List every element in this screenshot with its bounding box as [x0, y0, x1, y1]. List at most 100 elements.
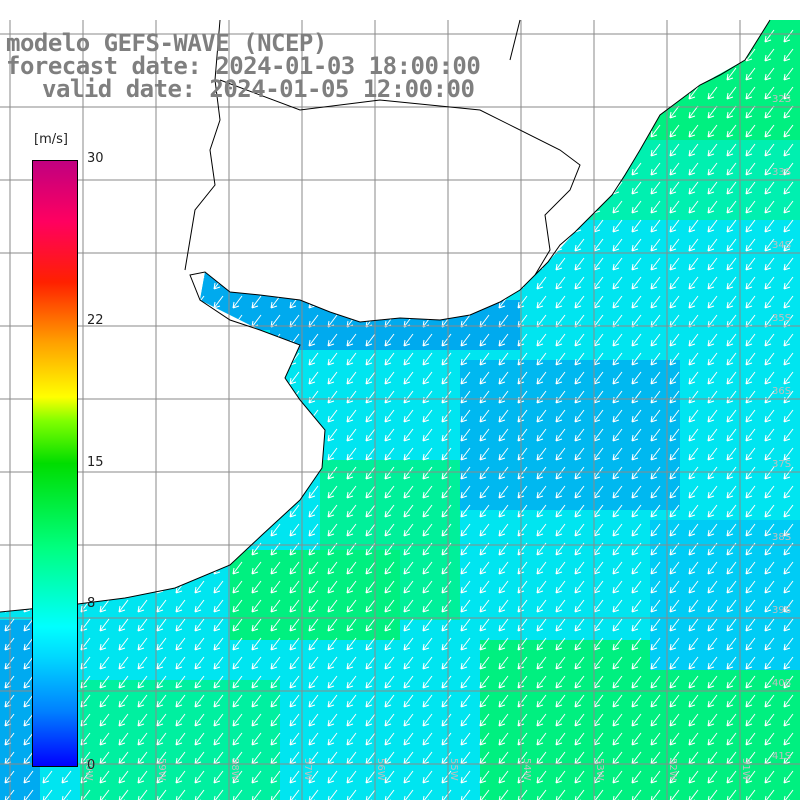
wind-arrow — [498, 390, 509, 404]
wind-arrow — [688, 599, 699, 613]
wind-arrow — [745, 789, 756, 800]
wind-arrow — [498, 333, 509, 347]
wind-arrow — [536, 713, 547, 727]
wind-arrow — [479, 599, 490, 613]
wind-arrow — [327, 466, 338, 480]
lat-label: 38S — [772, 532, 791, 543]
wind-arrow — [688, 181, 699, 195]
wind-arrow — [688, 276, 699, 290]
wind-arrow — [612, 447, 623, 461]
wind-arrow — [650, 219, 661, 233]
wind-arrow — [308, 770, 319, 784]
wind-arrow — [536, 428, 547, 442]
wind-arrow — [384, 637, 395, 651]
wind-arrow — [460, 770, 471, 784]
wind-arrow — [498, 580, 509, 594]
wind-arrow — [555, 675, 566, 689]
wind-arrow — [726, 162, 737, 176]
wind-arrow — [764, 390, 775, 404]
wind-arrow — [327, 713, 338, 727]
wind-arrow — [118, 637, 129, 651]
wind-arrow — [669, 238, 680, 252]
wind-arrow — [270, 618, 281, 632]
wind-arrow — [574, 485, 585, 499]
wind-arrow — [764, 675, 775, 689]
wind-arrow — [422, 523, 433, 537]
wind-arrow — [403, 371, 414, 385]
wind-arrow — [555, 485, 566, 499]
wind-arrow — [669, 504, 680, 518]
wind-arrow — [764, 143, 775, 157]
wind-arrow — [460, 656, 471, 670]
wind-arrow — [327, 447, 338, 461]
wind-arrow — [251, 599, 262, 613]
wind-arrow — [707, 523, 718, 537]
colorbar-tick-0: 0 — [87, 758, 96, 773]
wind-arrow — [783, 770, 794, 784]
wind-arrow — [346, 371, 357, 385]
wind-arrow — [612, 694, 623, 708]
wind-arrow — [498, 732, 509, 746]
wind-arrow — [289, 561, 300, 575]
wind-arrow — [707, 485, 718, 499]
lon-label: 59W — [156, 758, 167, 781]
wind-arrow — [365, 789, 376, 800]
wind-arrow — [441, 523, 452, 537]
wind-arrow — [688, 713, 699, 727]
wind-arrow — [669, 371, 680, 385]
wind-arrow — [726, 694, 737, 708]
wind-arrow — [555, 276, 566, 290]
wind-arrow — [688, 162, 699, 176]
wind-arrow — [137, 770, 148, 784]
wind-arrow — [707, 200, 718, 214]
wind-arrow — [289, 656, 300, 670]
wind-arrow — [194, 637, 205, 651]
wind-arrow — [479, 561, 490, 575]
wind-arrow — [631, 352, 642, 366]
wind-arrow — [441, 789, 452, 800]
wind-arrow — [783, 523, 794, 537]
wind-arrow — [536, 618, 547, 632]
wind-arrow — [422, 770, 433, 784]
wind-arrow — [574, 276, 585, 290]
wind-arrow — [384, 656, 395, 670]
wind-arrow — [365, 599, 376, 613]
wind-arrow — [403, 523, 414, 537]
wind-arrow — [650, 371, 661, 385]
wind-arrow — [422, 352, 433, 366]
wind-arrow — [403, 561, 414, 575]
wind-arrow — [631, 295, 642, 309]
wind-arrow — [612, 257, 623, 271]
wind-arrow — [403, 637, 414, 651]
wind-arrow — [745, 675, 756, 689]
wind-arrow — [669, 257, 680, 271]
wind-arrow — [251, 637, 262, 651]
wind-arrow — [251, 789, 262, 800]
wind-arrow — [479, 333, 490, 347]
wind-arrow — [308, 523, 319, 537]
wind-arrow — [422, 618, 433, 632]
wind-arrow — [783, 238, 794, 252]
wind-arrow — [479, 580, 490, 594]
wind-arrow — [745, 162, 756, 176]
wind-arrow — [783, 124, 794, 138]
wind-arrow — [650, 466, 661, 480]
wind-arrow — [441, 694, 452, 708]
wind-arrow — [498, 713, 509, 727]
wind-arrow — [707, 675, 718, 689]
wind-arrow — [764, 504, 775, 518]
wind-arrow — [707, 143, 718, 157]
wind-arrow — [726, 200, 737, 214]
wind-arrow — [574, 713, 585, 727]
wind-arrow — [289, 618, 300, 632]
wind-arrow — [650, 675, 661, 689]
wind-arrow — [745, 732, 756, 746]
wind-arrow — [460, 732, 471, 746]
wind-arrow — [574, 770, 585, 784]
wind-arrow — [346, 675, 357, 689]
wind-arrow — [327, 618, 338, 632]
wind-arrow — [346, 504, 357, 518]
wind-arrow — [365, 637, 376, 651]
wind-arrow — [460, 618, 471, 632]
wind-arrow — [365, 675, 376, 689]
